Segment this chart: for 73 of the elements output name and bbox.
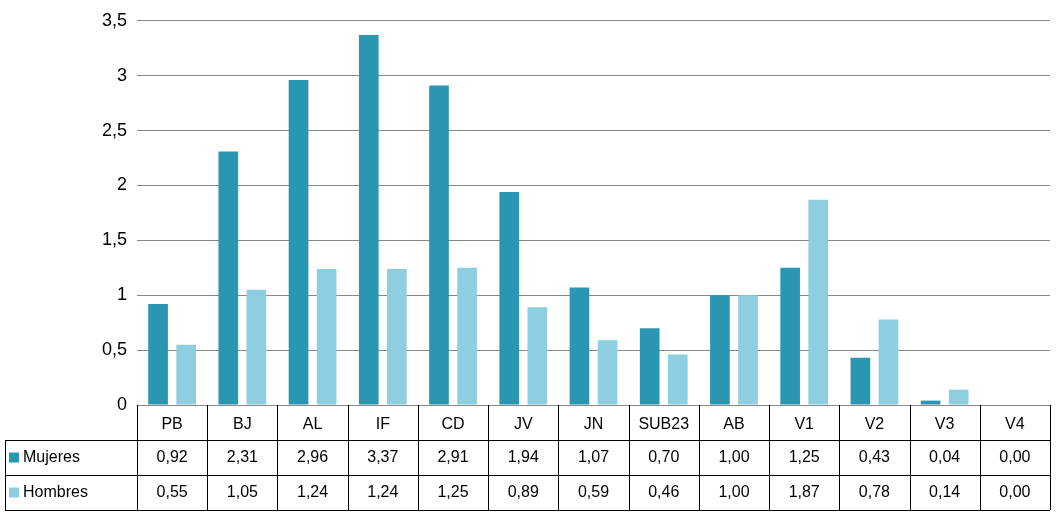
bar [808, 199, 829, 405]
y-tick-label: 3,5 [101, 9, 127, 30]
bar [246, 289, 267, 405]
data-label: 0,04 [929, 447, 961, 465]
bar [176, 344, 196, 405]
y-tick-label: 2 [116, 174, 127, 195]
x-tick-label: BJ [233, 415, 252, 433]
bar [527, 307, 548, 405]
y-tick-label: 3 [116, 64, 127, 85]
y-tick-label: 0,5 [101, 339, 127, 360]
x-tick-label: CD [441, 415, 465, 433]
bar [429, 85, 449, 405]
bar [148, 304, 168, 405]
bar [878, 319, 899, 405]
data-label: 0,55 [156, 482, 188, 500]
bar [780, 267, 800, 405]
data-label: 1,05 [226, 482, 259, 500]
bar [288, 80, 309, 405]
bar [316, 268, 337, 405]
data-label: 1,25 [437, 482, 469, 500]
data-label: 1,00 [718, 482, 750, 500]
y-tick-label: 0 [116, 393, 127, 414]
data-label: 0,89 [507, 482, 539, 500]
bar [569, 287, 590, 405]
x-tick-label: IF [375, 415, 391, 433]
bar [738, 295, 758, 405]
bar [358, 35, 379, 405]
legend-label: Mujeres [23, 447, 80, 465]
data-label: 2,91 [437, 447, 469, 465]
bar [667, 354, 688, 405]
data-label: 0,46 [648, 482, 680, 500]
x-tick-label: V2 [864, 415, 885, 433]
data-label: 2,96 [297, 447, 329, 465]
x-tick-label: AB [723, 415, 745, 433]
bar [218, 151, 239, 405]
data-label: 3,37 [367, 447, 399, 465]
data-label: 0,70 [648, 447, 680, 465]
x-tick-label: V3 [934, 415, 955, 433]
bar [710, 295, 730, 405]
data-label: 0,92 [156, 447, 188, 465]
y-tick-label: 1,5 [101, 229, 127, 250]
bar [597, 340, 618, 405]
bar [920, 400, 941, 405]
data-label: 1,24 [297, 482, 329, 500]
data-label: 1,24 [367, 482, 399, 500]
data-label: 0,43 [858, 447, 891, 465]
data-label: 0,00 [999, 482, 1031, 500]
x-tick-label: SUB23 [638, 415, 690, 433]
data-label: 1,07 [577, 447, 610, 465]
bar [850, 357, 871, 405]
x-tick-label: AL [302, 415, 323, 433]
data-label: 2,31 [226, 447, 259, 465]
bar [457, 267, 477, 405]
y-tick-label: 2,5 [101, 119, 127, 140]
bar [499, 192, 520, 405]
data-label: 1,25 [788, 447, 820, 465]
legend-label: Hombres [23, 482, 88, 500]
x-tick-label: PB [161, 415, 183, 433]
x-tick-label: V1 [794, 415, 815, 433]
data-label: 1,94 [507, 447, 539, 465]
data-label: 1,87 [788, 482, 820, 500]
x-tick-label: JV [513, 415, 533, 433]
x-tick-label: JN [583, 415, 604, 433]
data-label: 0,00 [999, 447, 1031, 465]
x-tick-label: V4 [1005, 415, 1025, 433]
data-label: 1,00 [718, 447, 750, 465]
bar [387, 268, 407, 405]
data-label: 0,59 [577, 482, 610, 500]
bar [639, 328, 660, 405]
data-label: 0,78 [858, 482, 891, 500]
y-tick-label: 1 [116, 284, 127, 305]
bar [948, 389, 969, 405]
data-label: 0,14 [929, 482, 961, 500]
